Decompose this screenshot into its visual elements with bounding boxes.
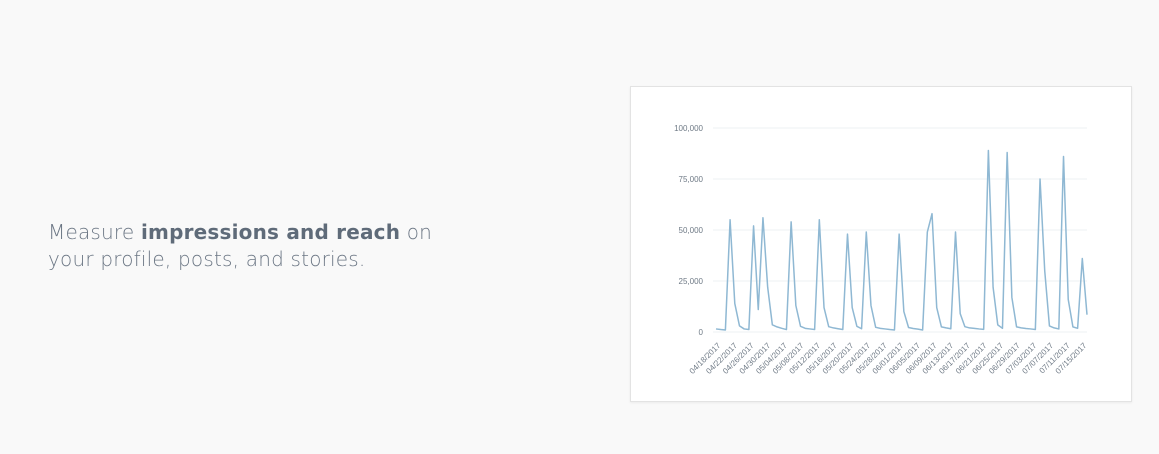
y-tick-label: 50,000 bbox=[679, 226, 704, 235]
y-tick-label: 0 bbox=[699, 328, 704, 337]
promo-text-emphasis: impressions and reach bbox=[140, 220, 401, 244]
y-tick-label: 75,000 bbox=[679, 175, 704, 184]
promo-headline: Measure impressions and reach on your pr… bbox=[48, 219, 432, 273]
impressions-series-line bbox=[715, 149, 1088, 331]
y-tick-label: 25,000 bbox=[679, 277, 704, 286]
impressions-line-chart: 025,00050,00075,000100,00004/18/201704/2… bbox=[674, 124, 1089, 376]
chart-card: 0 25,000 50,000 75,000 100,000 04/18/2017 04/2… bbox=[630, 86, 1132, 402]
y-tick-label: 100,000 bbox=[674, 124, 703, 133]
promo-text-line1-end: on bbox=[400, 220, 433, 244]
promo-text-start: Measure bbox=[48, 220, 141, 244]
promo-text-line2: your profile, posts, and stories. bbox=[48, 247, 366, 271]
